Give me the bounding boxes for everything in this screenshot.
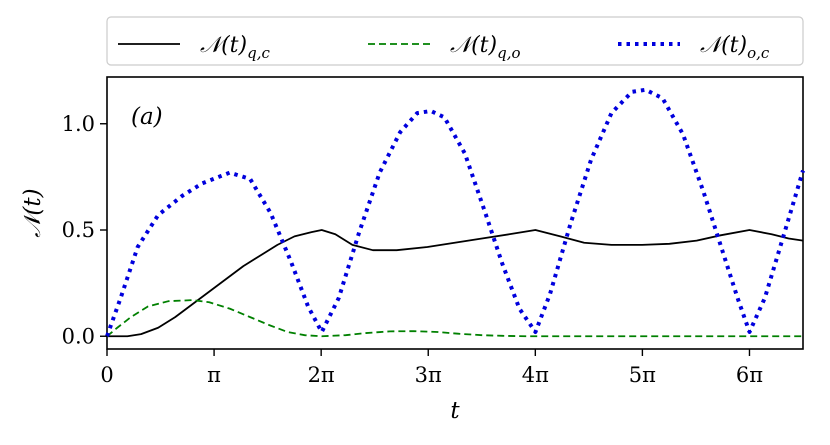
- series-line-o-c: [105, 87, 805, 337]
- x-axis-ticks: 0 π 2π 3π 4π 5π 6π: [100, 349, 763, 387]
- plot-frame: [106, 76, 804, 350]
- x-tick-label: 0: [100, 363, 113, 387]
- x-axis-label: t: [450, 398, 460, 424]
- x-tick-label: 4π: [522, 363, 549, 387]
- x-tick-label: 5π: [629, 363, 656, 387]
- series-line-q-o: [106, 299, 803, 338]
- legend-label: 𝒩(t)o,c: [700, 33, 770, 62]
- y-tick-label: 1.0: [62, 112, 95, 136]
- y-tick-label: 0.0: [62, 324, 95, 348]
- legend-label: 𝒩(t)q,c: [200, 33, 270, 62]
- legend-label-main: 𝒩(t): [200, 33, 247, 58]
- y-axis-label: 𝒩(t): [20, 188, 46, 237]
- legend-label-main: 𝒩(t): [700, 33, 747, 58]
- legend-label: 𝒩(t)q,o: [450, 33, 521, 62]
- x-tick-label: 6π: [736, 363, 763, 387]
- y-tick-label: 0.5: [62, 218, 95, 242]
- legend-items: 𝒩(t)q,c 𝒩(t)q,o 𝒩(t)o,c: [118, 33, 770, 62]
- x-tick-label: 3π: [415, 363, 442, 387]
- legend-label-subscript: o,c: [747, 44, 770, 62]
- legend: 𝒩(t)q,c 𝒩(t)q,o 𝒩(t)o,c: [106, 16, 804, 66]
- x-tick-label: π: [207, 363, 221, 387]
- legend-label-main: 𝒩(t): [450, 33, 497, 58]
- y-axis-ticks: 0.0 0.5 1.0: [62, 112, 107, 348]
- legend-label-subscript: q,c: [247, 44, 270, 62]
- series-layer: [105, 87, 805, 338]
- panel-label: (a): [131, 104, 163, 130]
- legend-label-subscript: q,o: [497, 44, 520, 62]
- x-tick-label: 2π: [308, 363, 335, 387]
- series-line-q-c: [107, 229, 804, 338]
- legend-frame: [106, 16, 804, 66]
